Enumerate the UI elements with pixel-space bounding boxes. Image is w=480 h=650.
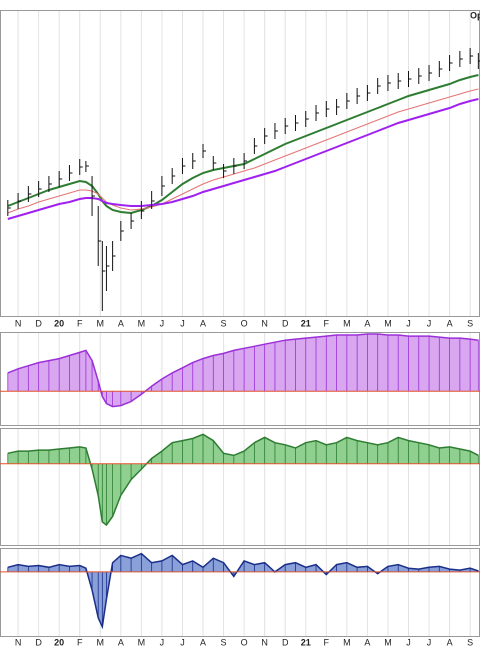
x-tick-label: 20 xyxy=(54,637,64,647)
x-tick-label: M xyxy=(384,318,392,328)
area xyxy=(7,553,479,627)
x-tick-label: A xyxy=(118,318,124,328)
x-tick-label: S xyxy=(221,637,227,647)
x-tick-label: J xyxy=(180,637,185,647)
x-tick-label: M xyxy=(384,637,392,647)
x-tick-label: N xyxy=(261,318,268,328)
x-tick-label: J xyxy=(406,637,411,647)
x-tick-label: M xyxy=(97,637,105,647)
x-tick-label: M xyxy=(343,637,351,647)
x-tick-label: S xyxy=(221,318,227,328)
x-tick-label: D xyxy=(282,318,289,328)
x-tick-label: A xyxy=(364,318,370,328)
x-tick-label: J xyxy=(427,318,432,328)
x-tick-label: S xyxy=(467,318,473,328)
moving-average xyxy=(7,88,479,214)
x-tick-label: M xyxy=(138,318,146,328)
outline xyxy=(7,333,479,408)
x-tick-label: O xyxy=(241,318,248,328)
x-tick-label: D xyxy=(282,637,289,647)
x-tick-label: A xyxy=(200,318,206,328)
x-tick-label: 21 xyxy=(301,318,311,328)
x-tick-label: M xyxy=(343,318,351,328)
x-tick-label: 21 xyxy=(301,637,311,647)
x-tick-label: J xyxy=(427,637,432,647)
x-tick-label: 20 xyxy=(54,318,64,328)
area xyxy=(7,434,479,525)
x-tick-label: S xyxy=(467,637,473,647)
moving-average xyxy=(7,74,479,215)
x-tick-label: N xyxy=(15,318,22,328)
x-tick-label: A xyxy=(118,637,124,647)
x-tick-label: D xyxy=(35,637,42,647)
area xyxy=(7,334,479,407)
x-tick-label: F xyxy=(324,318,330,328)
x-tick-label: A xyxy=(200,637,206,647)
x-tick-label: M xyxy=(138,637,146,647)
x-tick-label: J xyxy=(160,637,165,647)
x-tick-label: F xyxy=(324,637,330,647)
x-tick-label: J xyxy=(160,318,165,328)
moving-average xyxy=(7,98,479,220)
x-tick-label: N xyxy=(15,637,22,647)
x-tick-label: J xyxy=(406,318,411,328)
x-tick-label: F xyxy=(77,318,83,328)
x-tick-label: N xyxy=(261,637,268,647)
outline xyxy=(7,433,479,527)
header-text: Op xyxy=(470,10,480,20)
x-tick-label: O xyxy=(241,637,248,647)
x-tick-label: A xyxy=(447,637,453,647)
x-tick-label: M xyxy=(97,318,105,328)
x-tick-label: F xyxy=(77,637,83,647)
x-tick-label: A xyxy=(364,637,370,647)
x-tick-label: J xyxy=(180,318,185,328)
x-tick-label: A xyxy=(447,318,453,328)
x-tick-label: D xyxy=(35,318,42,328)
